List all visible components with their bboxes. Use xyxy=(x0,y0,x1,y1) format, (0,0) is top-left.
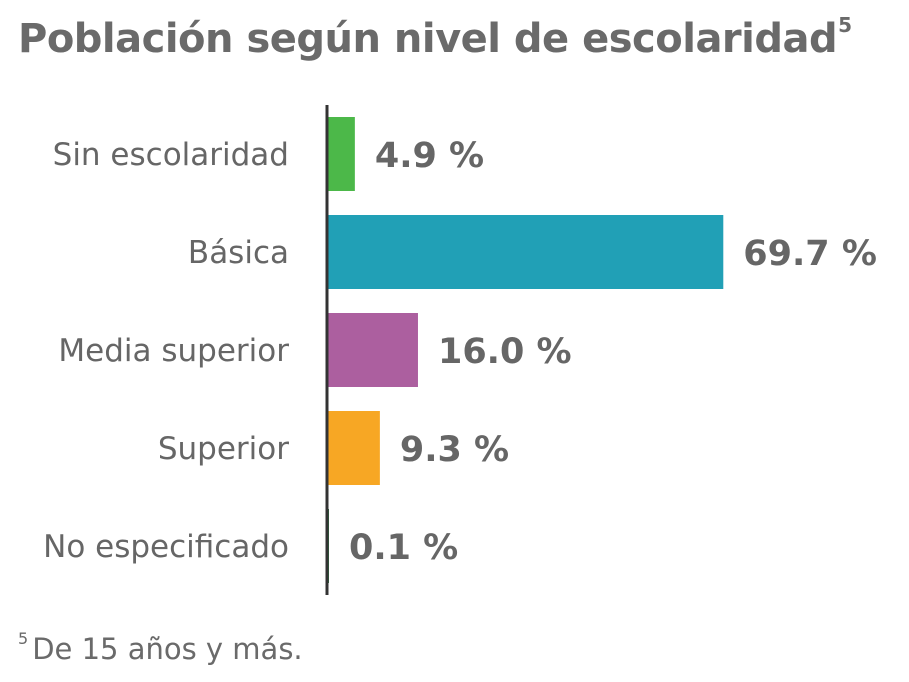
bar xyxy=(327,117,355,191)
value-label: 16.0 % xyxy=(438,332,572,372)
chart-title-text: Población según nivel de escolaridad xyxy=(18,16,838,62)
title-footnote-marker: 5 xyxy=(838,12,852,37)
bar xyxy=(327,313,418,387)
footnote-marker: 5 xyxy=(18,629,29,649)
value-label: 9.3 % xyxy=(400,430,509,470)
category-label: Superior xyxy=(158,431,289,467)
chart-title: Población según nivel de escolaridad5 xyxy=(18,12,852,62)
category-label: No especificado xyxy=(43,529,289,565)
category-label: Básica xyxy=(188,235,289,271)
bar xyxy=(327,215,724,289)
value-label: 69.7 % xyxy=(743,234,877,274)
category-label: Sin escolaridad xyxy=(53,137,289,173)
value-label: 4.9 % xyxy=(375,136,484,176)
footnote: 5 De 15 años y más. xyxy=(18,629,303,666)
bar xyxy=(327,411,380,485)
bar-chart: Sin escolaridad 4.9 % Básica 69.7 % Media su… xyxy=(43,105,877,595)
footnote-text: De 15 años y más. xyxy=(32,632,303,666)
category-label: Media superior xyxy=(58,333,289,369)
value-label: 0.1 % xyxy=(349,528,458,568)
